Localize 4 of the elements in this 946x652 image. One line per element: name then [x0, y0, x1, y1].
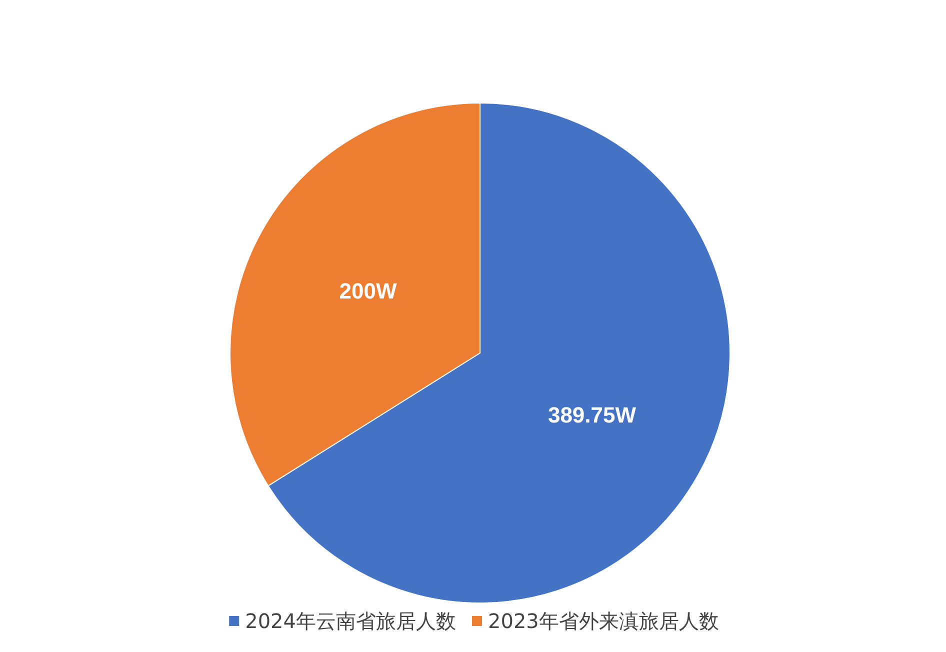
- legend-label: 2024年云南省旅居人数: [245, 609, 456, 633]
- data-label: 200W: [339, 278, 397, 304]
- legend-label: 2023年省外来滇旅居人数: [488, 609, 719, 633]
- data-label: 389.75W: [548, 402, 636, 428]
